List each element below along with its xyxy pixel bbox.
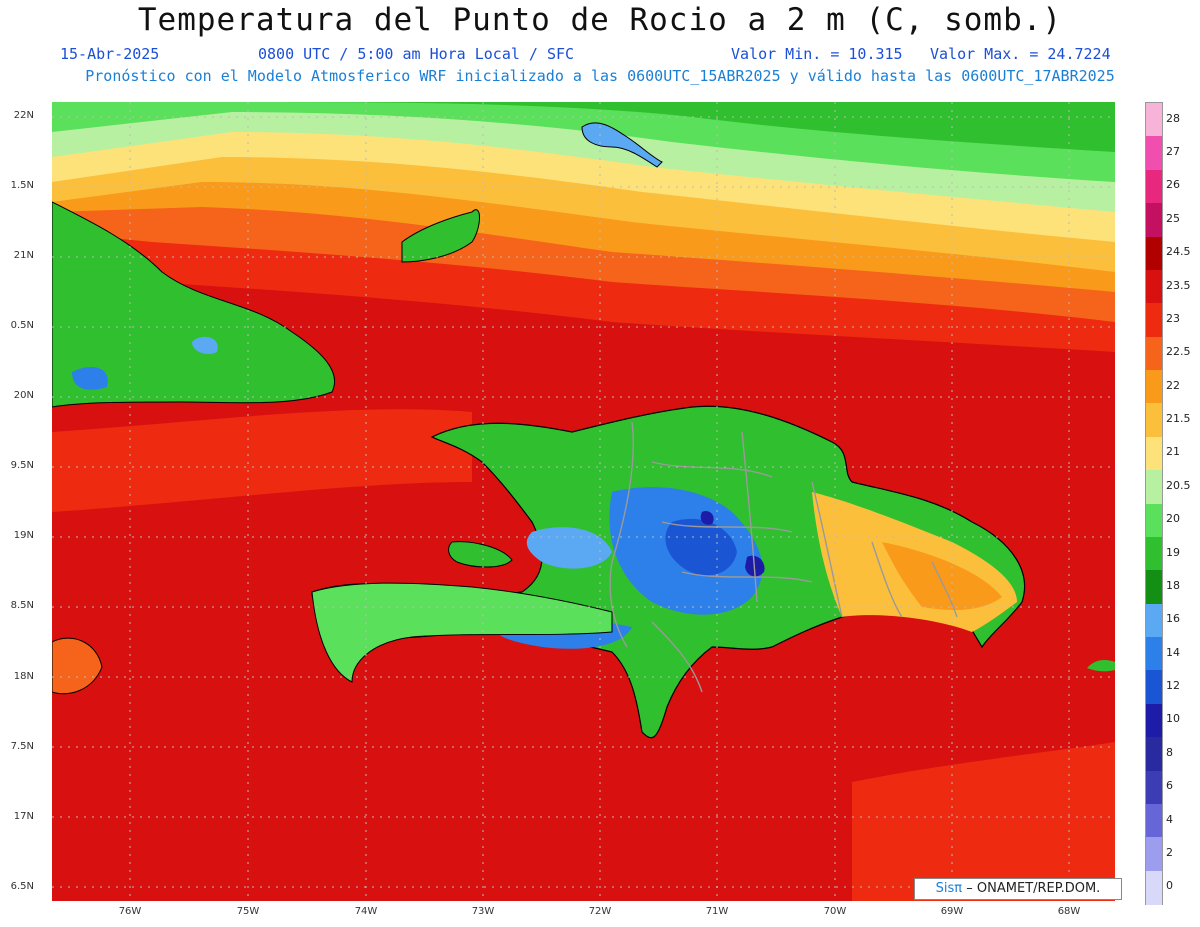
colorbar-segment xyxy=(1146,169,1162,204)
colorbar-label: 20.5 xyxy=(1166,478,1191,492)
colorbar-segment xyxy=(1146,303,1162,338)
colorbar-label: 27 xyxy=(1166,145,1180,159)
colorbar-segment xyxy=(1146,536,1162,571)
subtitle-line: 15-Abr-2025 0800 UTC / 5:00 am Hora Loca… xyxy=(0,45,1200,65)
colorbar-segment xyxy=(1146,803,1162,838)
colorbar-segment xyxy=(1146,570,1162,605)
lat-label: 7.5N xyxy=(10,741,34,752)
organization-text: – ONAMET/REP.DOM. xyxy=(966,881,1101,896)
colorbar-label: 19 xyxy=(1166,545,1180,559)
colorbar-label: 16 xyxy=(1166,612,1180,626)
lon-label: 72W xyxy=(588,906,612,917)
colorbar-segment xyxy=(1146,136,1162,171)
colorbar-segment xyxy=(1146,603,1162,638)
colorbar-label: 22.5 xyxy=(1166,345,1191,359)
colorbar xyxy=(1145,102,1163,905)
colorbar-label: 23 xyxy=(1166,311,1180,325)
colorbar-segment xyxy=(1146,370,1162,404)
colorbar-label: 21 xyxy=(1166,445,1180,459)
colorbar-segment xyxy=(1146,670,1162,705)
lon-label: 70W xyxy=(823,906,847,917)
colorbar-label: 20 xyxy=(1166,512,1180,526)
lon-label: 75W xyxy=(236,906,260,917)
colorbar-label: 26 xyxy=(1166,178,1180,192)
colorbar-segment xyxy=(1146,870,1162,905)
map-canvas xyxy=(52,102,1115,901)
colorbar-label: 8 xyxy=(1166,745,1173,759)
colorbar-label: 22 xyxy=(1166,378,1180,392)
colorbar-label: 24.5 xyxy=(1166,245,1191,259)
lat-label: 21N xyxy=(13,250,34,261)
lat-label: 9.5N xyxy=(10,460,34,471)
lat-label: 18N xyxy=(13,671,34,682)
colorbar-label: 25 xyxy=(1166,211,1180,225)
colorbar-segment xyxy=(1146,703,1162,738)
colorbar-label: 12 xyxy=(1166,679,1180,693)
colorbar-label: 23.5 xyxy=(1166,278,1191,292)
forecast-time: 0800 UTC / 5:00 am Hora Local / SFC xyxy=(258,45,575,63)
colorbar-label: 4 xyxy=(1166,812,1173,826)
colorbar-segment xyxy=(1146,737,1162,771)
max-value: Valor Max. = 24.7224 xyxy=(930,45,1111,63)
colorbar-segment xyxy=(1146,770,1162,805)
colorbar-segment xyxy=(1146,470,1162,504)
lon-label: 71W xyxy=(705,906,729,917)
colorbar-label: 28 xyxy=(1166,111,1180,125)
colorbar-segment xyxy=(1146,236,1162,271)
forecast-date: 15-Abr-2025 xyxy=(60,45,160,63)
colorbar-segment xyxy=(1146,436,1162,471)
lat-label: 0.5N xyxy=(10,320,34,331)
lat-label: 22N xyxy=(13,110,34,121)
map-title: Temperatura del Punto de Rocio a 2 m (C,… xyxy=(137,2,1063,38)
model-info: Pronóstico con el Modelo Atmosferico WRF… xyxy=(85,67,1115,85)
colorbar-segment xyxy=(1146,203,1162,237)
colorbar-label: 14 xyxy=(1166,645,1180,659)
colorbar-segment xyxy=(1146,103,1162,137)
colorbar-segment xyxy=(1146,837,1162,872)
lat-label: 6.5N xyxy=(10,881,34,892)
lat-label: 20N xyxy=(13,390,34,401)
brand-logo-text: Sisπ xyxy=(935,881,963,896)
lat-label: 8.5N xyxy=(10,600,34,611)
min-value: Valor Min. = 10.315 xyxy=(731,45,903,63)
colorbar-segment xyxy=(1146,503,1162,538)
lat-label: 17N xyxy=(13,811,34,822)
colorbar-label: 10 xyxy=(1166,712,1180,726)
colorbar-label: 0 xyxy=(1166,879,1173,893)
lat-label: 1.5N xyxy=(10,180,34,191)
colorbar-label: 18 xyxy=(1166,578,1180,592)
lon-label: 68W xyxy=(1057,906,1081,917)
lon-label: 73W xyxy=(471,906,495,917)
colorbar-segment xyxy=(1146,403,1162,438)
colorbar-label: 6 xyxy=(1166,779,1173,793)
lon-label: 76W xyxy=(118,906,142,917)
colorbar-segment xyxy=(1146,269,1162,304)
colorbar-segment xyxy=(1146,336,1162,371)
lat-label: 19N xyxy=(13,530,34,541)
colorbar-segment xyxy=(1146,637,1162,671)
lon-label: 74W xyxy=(354,906,378,917)
colorbar-label: 21.5 xyxy=(1166,412,1191,426)
lon-label: 69W xyxy=(940,906,964,917)
credit-box: Sisπ – ONAMET/REP.DOM. xyxy=(914,878,1122,900)
dewpoint-map xyxy=(52,102,1115,901)
colorbar-label: 2 xyxy=(1166,845,1173,859)
